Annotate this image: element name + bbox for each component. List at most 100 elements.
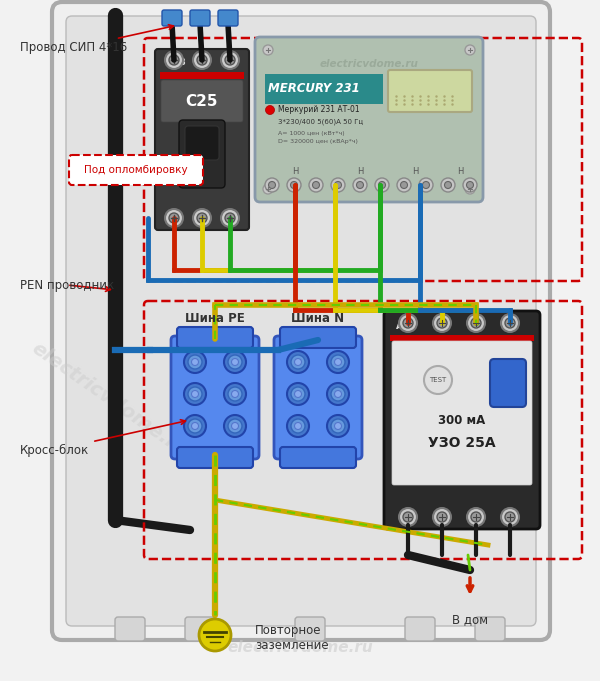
- Circle shape: [501, 314, 519, 332]
- Circle shape: [424, 366, 452, 394]
- Text: 3*230/400 5(60)А 50 Гц: 3*230/400 5(60)А 50 Гц: [278, 118, 363, 125]
- Circle shape: [228, 387, 242, 401]
- Text: H: H: [357, 166, 363, 176]
- Circle shape: [331, 355, 345, 369]
- Circle shape: [224, 415, 246, 437]
- FancyBboxPatch shape: [162, 10, 182, 26]
- Circle shape: [471, 318, 481, 328]
- Circle shape: [463, 178, 477, 192]
- Circle shape: [263, 184, 273, 194]
- Circle shape: [184, 383, 206, 405]
- Text: MERCURY 231: MERCURY 231: [268, 82, 360, 95]
- Circle shape: [327, 383, 349, 405]
- Circle shape: [399, 508, 417, 526]
- Circle shape: [228, 355, 242, 369]
- Circle shape: [445, 182, 452, 189]
- Circle shape: [188, 419, 202, 433]
- FancyBboxPatch shape: [388, 70, 472, 112]
- Circle shape: [331, 387, 345, 401]
- Text: Меркурий 231 АТ-01: Меркурий 231 АТ-01: [278, 106, 359, 114]
- FancyBboxPatch shape: [190, 10, 210, 26]
- Circle shape: [291, 419, 305, 433]
- FancyBboxPatch shape: [115, 617, 145, 641]
- Circle shape: [188, 387, 202, 401]
- Circle shape: [287, 178, 301, 192]
- Circle shape: [379, 182, 386, 189]
- Circle shape: [232, 390, 239, 398]
- Text: Шина N: Шина N: [292, 311, 344, 325]
- FancyBboxPatch shape: [218, 10, 238, 26]
- FancyBboxPatch shape: [280, 447, 356, 468]
- Circle shape: [224, 351, 246, 373]
- Circle shape: [265, 106, 275, 114]
- FancyBboxPatch shape: [490, 359, 526, 407]
- Circle shape: [327, 351, 349, 373]
- Text: Провод СИП 4*16: Провод СИП 4*16: [20, 25, 173, 54]
- Circle shape: [433, 508, 451, 526]
- Circle shape: [197, 55, 207, 65]
- Circle shape: [199, 619, 231, 651]
- Circle shape: [465, 184, 475, 194]
- FancyBboxPatch shape: [185, 126, 219, 160]
- Circle shape: [437, 318, 447, 328]
- Text: H: H: [412, 166, 418, 176]
- Circle shape: [441, 178, 455, 192]
- Text: 300 мА: 300 мА: [439, 413, 485, 426]
- Circle shape: [335, 390, 341, 398]
- FancyBboxPatch shape: [177, 327, 253, 348]
- Bar: [160, 72, 244, 79]
- Circle shape: [191, 358, 199, 366]
- Circle shape: [269, 182, 275, 189]
- Circle shape: [193, 209, 211, 227]
- Text: Повторное
заземление: Повторное заземление: [255, 624, 329, 652]
- Text: D= 320000 цен (кВАр*ч): D= 320000 цен (кВАр*ч): [278, 140, 358, 144]
- Circle shape: [295, 422, 302, 430]
- Circle shape: [403, 318, 413, 328]
- Text: Кросс-блок: Кросс-блок: [20, 419, 185, 456]
- Text: H: H: [292, 166, 298, 176]
- Text: electricvdome.ru: electricvdome.ru: [320, 59, 418, 69]
- Circle shape: [335, 422, 341, 430]
- Circle shape: [375, 178, 389, 192]
- Circle shape: [313, 182, 320, 189]
- FancyBboxPatch shape: [171, 336, 259, 459]
- Circle shape: [221, 209, 239, 227]
- FancyBboxPatch shape: [52, 2, 550, 640]
- Text: УЗО 25А: УЗО 25А: [428, 436, 496, 450]
- Circle shape: [471, 512, 481, 522]
- Text: TEST: TEST: [430, 377, 446, 383]
- Circle shape: [225, 55, 235, 65]
- Circle shape: [290, 182, 298, 189]
- Circle shape: [191, 390, 199, 398]
- Circle shape: [422, 182, 430, 189]
- FancyBboxPatch shape: [405, 617, 435, 641]
- Circle shape: [467, 314, 485, 332]
- FancyBboxPatch shape: [392, 341, 532, 485]
- FancyBboxPatch shape: [161, 80, 243, 122]
- FancyBboxPatch shape: [295, 617, 325, 641]
- Circle shape: [169, 213, 179, 223]
- Text: Шина РЕ: Шина РЕ: [185, 311, 245, 325]
- FancyBboxPatch shape: [155, 49, 249, 230]
- FancyBboxPatch shape: [475, 617, 505, 641]
- Text: H: H: [457, 166, 463, 176]
- Circle shape: [433, 314, 451, 332]
- Circle shape: [165, 51, 183, 69]
- Circle shape: [331, 178, 345, 192]
- Text: ABB: ABB: [166, 58, 187, 67]
- Circle shape: [287, 383, 309, 405]
- Circle shape: [291, 355, 305, 369]
- FancyBboxPatch shape: [274, 336, 362, 459]
- Circle shape: [225, 213, 235, 223]
- Circle shape: [309, 178, 323, 192]
- FancyBboxPatch shape: [185, 617, 215, 641]
- Circle shape: [193, 51, 211, 69]
- Circle shape: [232, 422, 239, 430]
- Circle shape: [335, 358, 341, 366]
- Circle shape: [467, 182, 473, 189]
- FancyBboxPatch shape: [255, 37, 483, 202]
- Circle shape: [465, 45, 475, 55]
- FancyBboxPatch shape: [177, 447, 253, 468]
- Circle shape: [403, 512, 413, 522]
- Circle shape: [505, 512, 515, 522]
